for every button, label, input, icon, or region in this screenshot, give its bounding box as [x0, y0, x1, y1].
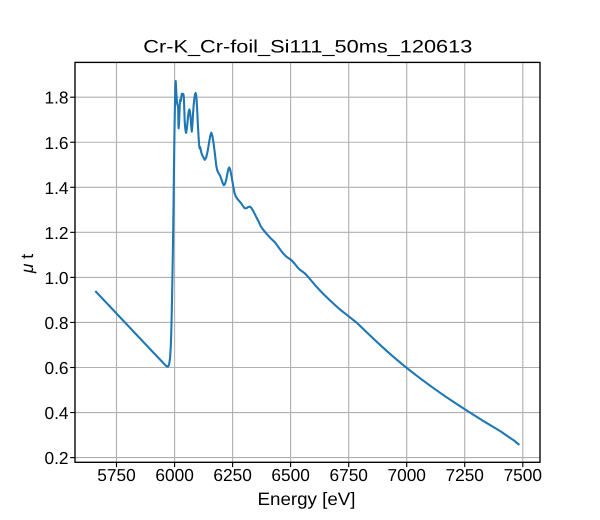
svg-text:0.8: 0.8: [44, 313, 68, 333]
svg-text:7250: 7250: [445, 465, 483, 485]
svg-text:Cr-K_Cr-foil_Si111_50ms_120613: Cr-K_Cr-foil_Si111_50ms_120613: [143, 37, 472, 57]
svg-text:7500: 7500: [504, 465, 542, 485]
svg-text:1.2: 1.2: [44, 223, 68, 243]
svg-text:1.6: 1.6: [44, 133, 68, 153]
svg-text:1.8: 1.8: [44, 88, 68, 108]
svg-text:μ t: μ t: [17, 254, 37, 274]
svg-text:Energy [eV]: Energy [eV]: [258, 489, 356, 509]
svg-text:7000: 7000: [387, 465, 425, 485]
svg-text:1.0: 1.0: [44, 268, 68, 288]
svg-text:0.2: 0.2: [44, 448, 68, 468]
svg-text:6500: 6500: [271, 465, 309, 485]
svg-text:6250: 6250: [213, 465, 251, 485]
svg-text:0.4: 0.4: [44, 403, 68, 423]
svg-text:0.6: 0.6: [44, 358, 68, 378]
svg-text:6750: 6750: [329, 465, 367, 485]
svg-text:5750: 5750: [97, 465, 135, 485]
svg-text:6000: 6000: [155, 465, 193, 485]
svg-text:1.4: 1.4: [44, 178, 68, 198]
